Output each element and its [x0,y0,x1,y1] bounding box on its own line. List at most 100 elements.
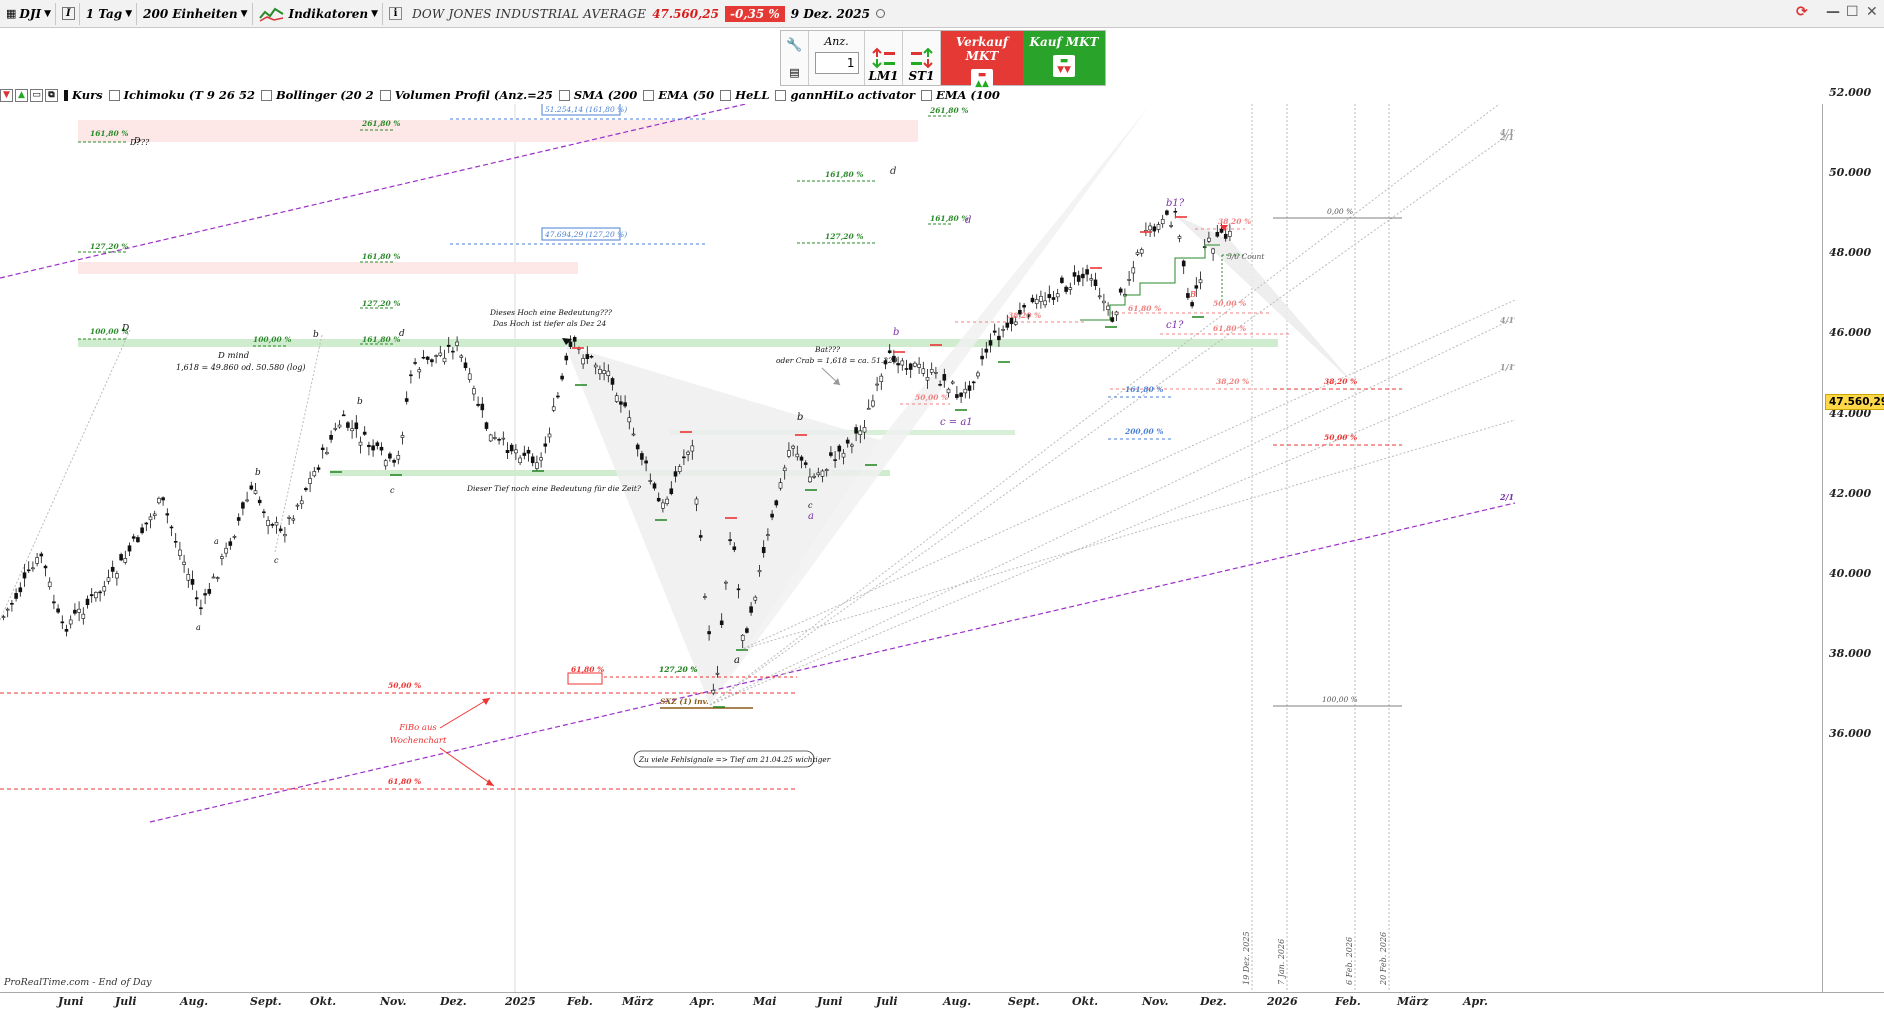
candle-body [522,452,527,456]
maximize-icon[interactable]: ☐ [1846,4,1859,20]
candle-body [178,549,182,556]
candle-body [900,360,905,366]
quantity-field: Anz. [809,31,865,85]
minimize-icon[interactable]: — [1826,4,1840,20]
candle-body [711,689,716,694]
candle-body [652,483,657,489]
candle-body [1030,297,1035,303]
legend-ichimoku[interactable]: Ichimoku (T 9 26 52 [108,88,255,102]
hel-checkbox[interactable] [720,89,732,101]
candle-body [396,455,401,460]
candle-body [161,497,165,501]
arrow-line [439,747,495,787]
legend-volumen[interactable]: Volumen Profil (Anz.=25 [379,88,553,102]
resistance-zone [78,262,578,274]
candle-body [631,433,636,436]
ichimoku-checkbox[interactable] [108,89,120,101]
collapse-icon[interactable]: ▼ [0,88,13,102]
time-axis[interactable]: Juni Juli Aug. Sept. Okt. Nov. Dez. 2025 Feb. Mär… [0,992,1884,1011]
arrow-head [833,378,840,385]
fib-label-red: 50,00 % [915,393,948,402]
gann-checkbox[interactable] [775,89,787,101]
volumen-checkbox[interactable] [379,89,391,101]
note-label: Dieser Tief noch eine Bedeutung für die … [466,484,642,493]
candle-body [929,369,934,373]
symbol-selector[interactable]: ▦ DJI ▼ [2,2,57,25]
arrow-line [439,697,491,729]
expand-icon[interactable]: ▲ [15,88,28,102]
candle-body [367,444,371,448]
price-chart[interactable]: 19 Dez. 2025 7 Jan. 2026 6 Feb. 2026 20 Feb… [0,104,1822,992]
time-tick-label: Apr. [1463,995,1488,1008]
candle-body [791,445,795,449]
candle-body [677,466,682,472]
wave-label: d [890,166,896,177]
legend-bollinger[interactable]: Bollinger (20 2 [260,88,374,102]
popout-icon[interactable]: ⧉ [45,88,58,102]
price-axis[interactable]: 52.000 50.000 48.000 46.000 44.000 42.000 40.0… [1822,86,1884,992]
legend-gann[interactable]: gannHiLo activator [775,88,915,102]
candle-body [173,541,178,543]
sell-market-button[interactable]: Verkauf MKT ▬ ▲▲ [941,31,1023,91]
candle-body [673,471,678,477]
units-selector[interactable]: 200 Einheiten ▼ [139,2,253,25]
legend-ema100[interactable]: EMA (100 [921,88,1000,102]
candle-body [619,401,623,405]
legend-sma[interactable]: SMA (200 [558,88,637,102]
limit-order-button[interactable]: LM1 [865,31,903,85]
buy-market-button[interactable]: Kauf MKT ▬ ▼▼ [1023,31,1105,85]
candle-body [287,517,291,519]
period-button[interactable]: I [58,2,80,25]
candle-body [484,422,489,429]
candle-body [547,433,552,438]
legend-kurs[interactable]: Kurs [64,88,103,102]
candle-body [35,557,39,564]
chevron-down-icon: ▼ [240,8,248,19]
last-price: 47.560,25 [652,6,719,21]
chart-canvas[interactable]: 19 Dez. 2025 7 Jan. 2026 6 Feb. 2026 20 Feb… [0,104,1822,992]
wrench-icon[interactable]: 🔧 [786,37,803,53]
close-icon[interactable]: ✕ [1866,4,1878,20]
fib-label-red: 61,80 % [1128,304,1161,313]
stop-order-button[interactable]: ST1 [903,31,941,85]
pattern-triangle [1175,215,1355,385]
timeframe-selector[interactable]: 1 Tag ▼ [82,2,138,25]
candle-body [270,524,275,526]
candle-body [1005,322,1010,328]
time-tick-label: Feb. [567,995,593,1008]
ema50-checkbox[interactable] [643,89,655,101]
time-tick-label: Juni [58,995,84,1008]
candle-body [682,456,686,459]
candle-body [812,475,816,478]
window-icon[interactable]: ▭ [30,88,43,102]
candle-body [938,384,942,386]
candle-body [602,370,606,374]
candle-body [199,607,203,610]
candle-body [278,528,283,531]
candle-body [572,337,577,342]
wave-label: c [274,556,279,565]
candle-body [446,344,451,347]
info-button[interactable]: i [385,3,406,25]
legend-hel[interactable]: HeLL [720,88,769,102]
date-marker-label: 7 Jan. 2026 [1277,939,1286,985]
indicators-button[interactable]: Indikatoren ▼ [255,2,384,25]
candle-body [581,358,585,365]
candle-body [169,526,174,529]
candle-body [350,428,354,432]
sync-icon[interactable]: ⟳ [1796,4,1808,20]
candle-body [854,427,858,434]
candle-body [236,517,241,521]
ema100-checkbox[interactable] [921,89,932,101]
trend-label: 2/1 [1499,492,1514,502]
quantity-input[interactable] [814,52,859,74]
candle-body [988,340,993,346]
sma-checkbox[interactable] [558,89,570,101]
note-label: Zu viele Fehlsignale => Tief am 21.04.25… [638,755,831,764]
candle-body [77,608,81,613]
chevron-down-icon: ▼ [44,8,52,19]
ticket-icon[interactable]: ▤ [789,65,800,79]
bollinger-checkbox[interactable] [260,89,272,101]
legend-ema50[interactable]: EMA (50 [643,88,714,102]
candle-body [551,406,556,411]
